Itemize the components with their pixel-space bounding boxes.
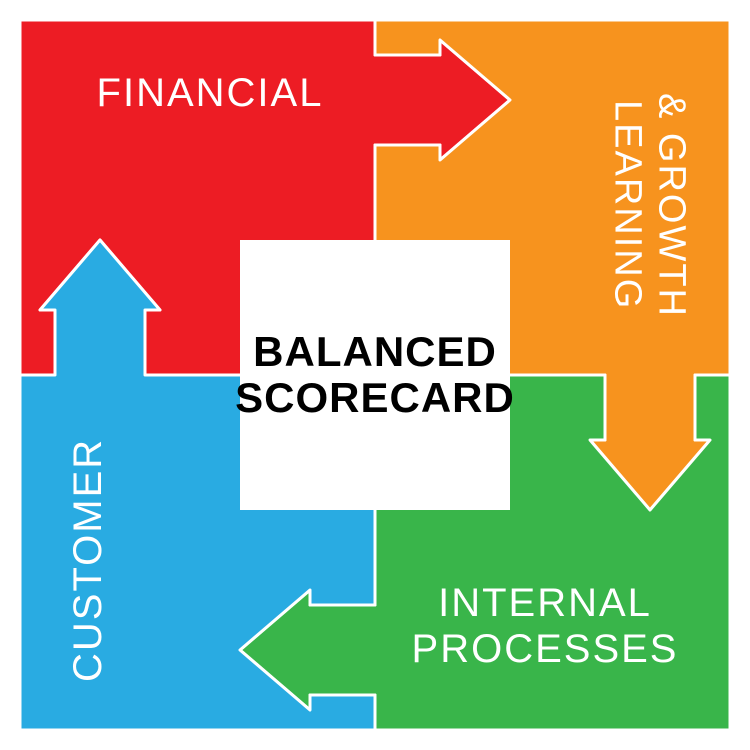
center-box: BALANCED SCORECARD [240,240,510,510]
label-learning-growth: LEARNING & GROWTH [605,50,692,360]
label-customer: CUSTOMER [65,420,111,700]
label-financial: FINANCIAL [85,70,335,116]
center-title-line1: BALANCED [253,329,497,375]
center-title-line2: SCORECARD [235,375,515,421]
label-internal-processes: INTERNAL PROCESSES [400,580,690,672]
diagram-stage: BALANCED SCORECARD FINANCIAL LEARNING & … [0,0,750,750]
